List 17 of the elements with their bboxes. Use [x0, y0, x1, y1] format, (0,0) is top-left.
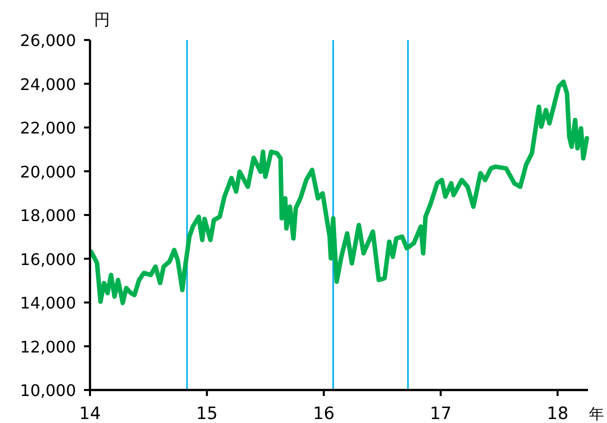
- x-axis-title: 年: [589, 405, 604, 423]
- y-tick-label: 10,000: [20, 381, 76, 400]
- y-tick-label: 24,000: [20, 74, 76, 94]
- y-tick-label: 26,000: [20, 31, 76, 50]
- x-tick-label: 16: [312, 404, 335, 423]
- y-axis-title: 円: [94, 10, 110, 29]
- y-tick-label: 22,000: [20, 118, 76, 138]
- x-tick-label: 15: [196, 404, 218, 423]
- y-tick-label: 18,000: [20, 206, 76, 225]
- x-tick-label: 18: [546, 404, 568, 423]
- x-tick-label: 14: [79, 404, 101, 423]
- x-tick-label: 17: [430, 404, 452, 423]
- y-tick-label: 20,000: [20, 162, 76, 182]
- y-tick-label: 12,000: [20, 337, 76, 356]
- y-tick-label: 14,000: [20, 294, 76, 312]
- line-series: [88, 80, 590, 306]
- y-tick-label: 16,000: [20, 250, 76, 269]
